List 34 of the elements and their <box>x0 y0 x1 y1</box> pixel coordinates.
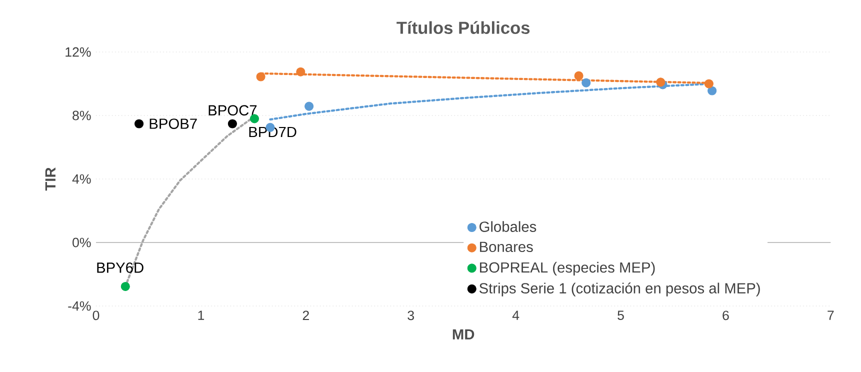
point <box>296 67 306 76</box>
y-tick-label: 12% <box>66 47 91 57</box>
x-tick-label: 2 <box>302 310 309 320</box>
point <box>304 102 314 111</box>
point <box>228 119 237 128</box>
x-tick-label: 0 <box>92 310 100 320</box>
x-tick-label: 6 <box>722 310 729 320</box>
x-tick-label: 3 <box>408 310 414 320</box>
x-tick-label: 1 <box>198 310 204 320</box>
x-tick-label: 5 <box>618 310 624 320</box>
point <box>704 79 714 88</box>
x-tick-label: 7 <box>828 310 834 320</box>
legend-label: Globales <box>480 221 536 232</box>
point <box>134 119 144 128</box>
chart-title: Títulos Públicos <box>396 21 530 34</box>
annotation: BPOC7 <box>208 105 257 116</box>
annotation: BPY6D <box>97 262 144 273</box>
point <box>574 71 584 80</box>
y-tick-label: 8% <box>72 110 91 120</box>
y-tick-label: 0% <box>72 238 91 248</box>
point <box>656 78 666 87</box>
legend-label: BOPREAL (especies MEP) <box>480 262 655 276</box>
y-tick-label: 4% <box>72 174 91 184</box>
point <box>256 72 266 82</box>
annotation: BPOB7 <box>150 118 197 129</box>
point <box>120 282 130 292</box>
y-axis-title: TIR <box>45 167 56 191</box>
x-axis-title: MD <box>452 329 474 340</box>
point <box>708 86 717 96</box>
y-tick-label: -4% <box>68 301 91 311</box>
legend-label: Bonares <box>480 242 533 252</box>
point <box>582 78 591 88</box>
legend-label: Strips Serie 1 (cotización en pesos al MEP) <box>479 282 760 296</box>
x-tick-label: 4 <box>512 310 520 320</box>
